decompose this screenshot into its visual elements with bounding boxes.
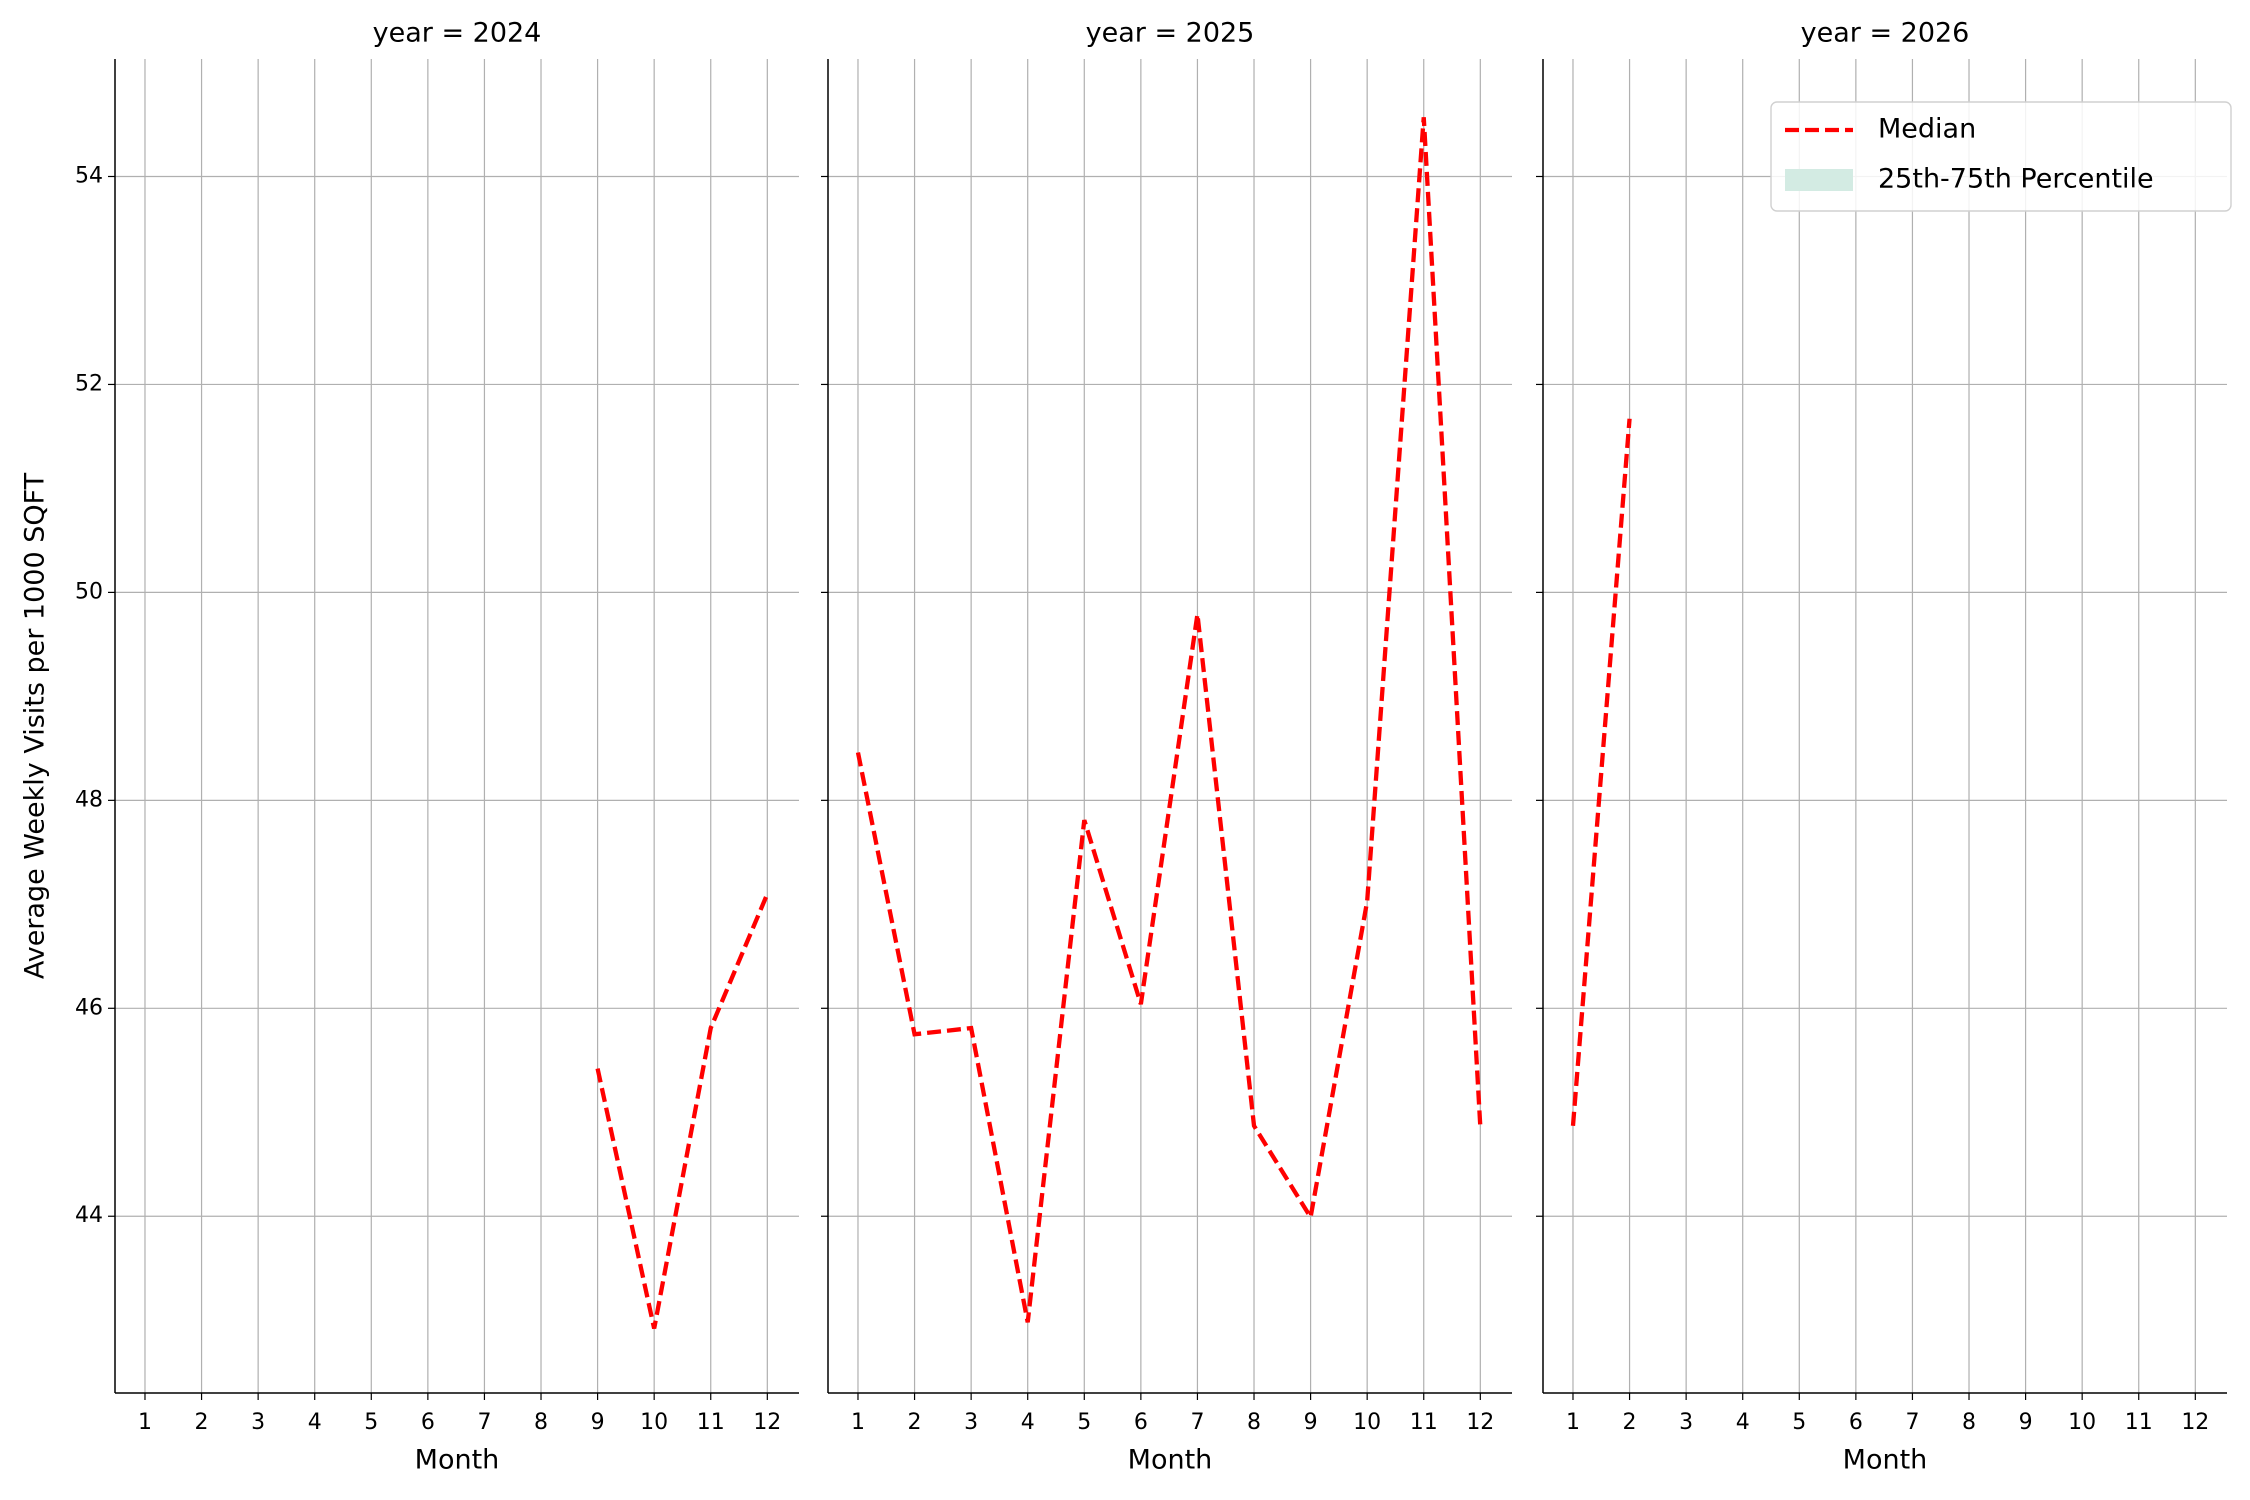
panel-title: year = 2026 — [1801, 18, 1970, 49]
x-tick-label: 8 — [534, 1410, 548, 1435]
x-tick-label: 5 — [364, 1410, 378, 1435]
x-tick-label: 2 — [908, 1410, 922, 1435]
x-tick-label: 12 — [2181, 1410, 2209, 1435]
x-tick-label: 1 — [1566, 1410, 1580, 1435]
y-tick-label: 54 — [75, 163, 103, 188]
x-tick-label: 12 — [753, 1410, 781, 1435]
x-tick-label: 12 — [1466, 1410, 1494, 1435]
panel-title: year = 2025 — [1086, 18, 1255, 49]
legend-swatch — [1785, 169, 1853, 191]
median-line — [855, 117, 1483, 1323]
x-tick-label: 5 — [1077, 1410, 1091, 1435]
x-tick-label: 6 — [421, 1410, 435, 1435]
x-tick-label: 8 — [1962, 1410, 1976, 1435]
legend: Median 25th-75th Percentile — [1770, 101, 2232, 212]
x-axis-label: Month — [1128, 1445, 1213, 1476]
x-tick-label: 4 — [308, 1410, 322, 1435]
legend-box — [1770, 101, 2232, 212]
median-line — [1570, 418, 1632, 1126]
x-tick-label: 11 — [697, 1410, 725, 1435]
x-tick-label: 7 — [477, 1410, 491, 1435]
x-axis-label: Month — [1843, 1445, 1928, 1476]
x-tick-label: 5 — [1792, 1410, 1806, 1435]
x-axis-label: Month — [415, 1445, 500, 1476]
y-tick-label: 52 — [75, 371, 103, 396]
x-tick-label: 1 — [851, 1410, 865, 1435]
y-axis-label: Average Weekly Visits per 1000 SQFT — [20, 472, 51, 979]
x-tick-label: 6 — [1849, 1410, 1863, 1435]
x-tick-label: 3 — [1679, 1410, 1693, 1435]
y-tick-label: 48 — [75, 787, 103, 812]
x-tick-label: 11 — [1410, 1410, 1438, 1435]
panel-title: year = 2024 — [373, 18, 542, 49]
x-tick-label: 1 — [138, 1410, 152, 1435]
x-tick-label: 2 — [195, 1410, 209, 1435]
x-tick-label: 9 — [2019, 1410, 2033, 1435]
x-tick-label: 6 — [1134, 1410, 1148, 1435]
x-tick-label: 3 — [964, 1410, 978, 1435]
y-tick-label: 46 — [75, 995, 103, 1020]
x-tick-label: 10 — [1353, 1410, 1381, 1435]
x-tick-label: 10 — [640, 1410, 668, 1435]
x-tick-label: 4 — [1736, 1410, 1750, 1435]
x-tick-label: 9 — [1304, 1410, 1318, 1435]
x-tick-label: 7 — [1905, 1410, 1919, 1435]
x-tick-label: 9 — [591, 1410, 605, 1435]
median-line — [595, 893, 770, 1329]
x-tick-label: 7 — [1190, 1410, 1204, 1435]
legend-label: 25th-75th Percentile — [1878, 164, 2154, 195]
y-tick-label: 44 — [75, 1203, 103, 1228]
x-tick-label: 4 — [1021, 1410, 1035, 1435]
legend-label: Median — [1878, 114, 1976, 145]
x-tick-label: 2 — [1623, 1410, 1637, 1435]
x-tick-label: 11 — [2125, 1410, 2153, 1435]
x-tick-label: 8 — [1247, 1410, 1261, 1435]
x-tick-label: 10 — [2068, 1410, 2096, 1435]
y-tick-label: 50 — [75, 579, 103, 604]
x-tick-label: 3 — [251, 1410, 265, 1435]
